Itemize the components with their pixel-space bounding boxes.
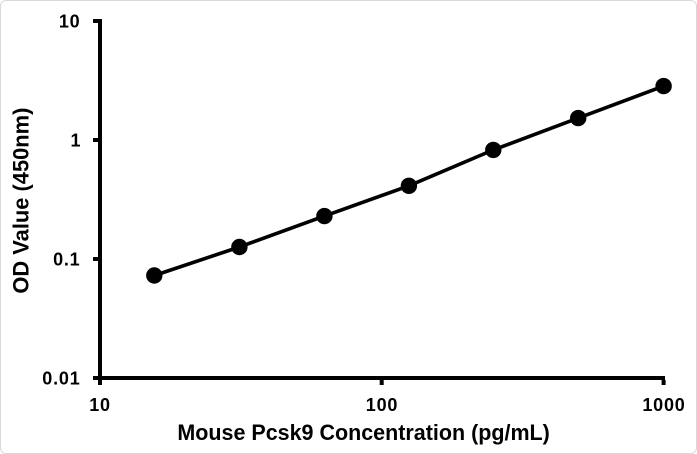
svg-text:Mouse Pcsk9 Concentration (pg/: Mouse Pcsk9 Concentration (pg/mL) [177,420,550,445]
svg-text:1000: 1000 [642,395,685,415]
svg-text:0.1: 0.1 [53,249,80,269]
svg-text:100: 100 [366,395,398,415]
svg-text:10: 10 [59,11,81,31]
svg-text:10: 10 [89,395,111,415]
svg-text:OD Value (450nm): OD Value (450nm) [8,108,33,294]
svg-text:1: 1 [70,130,80,150]
svg-text:0.01: 0.01 [42,368,80,388]
